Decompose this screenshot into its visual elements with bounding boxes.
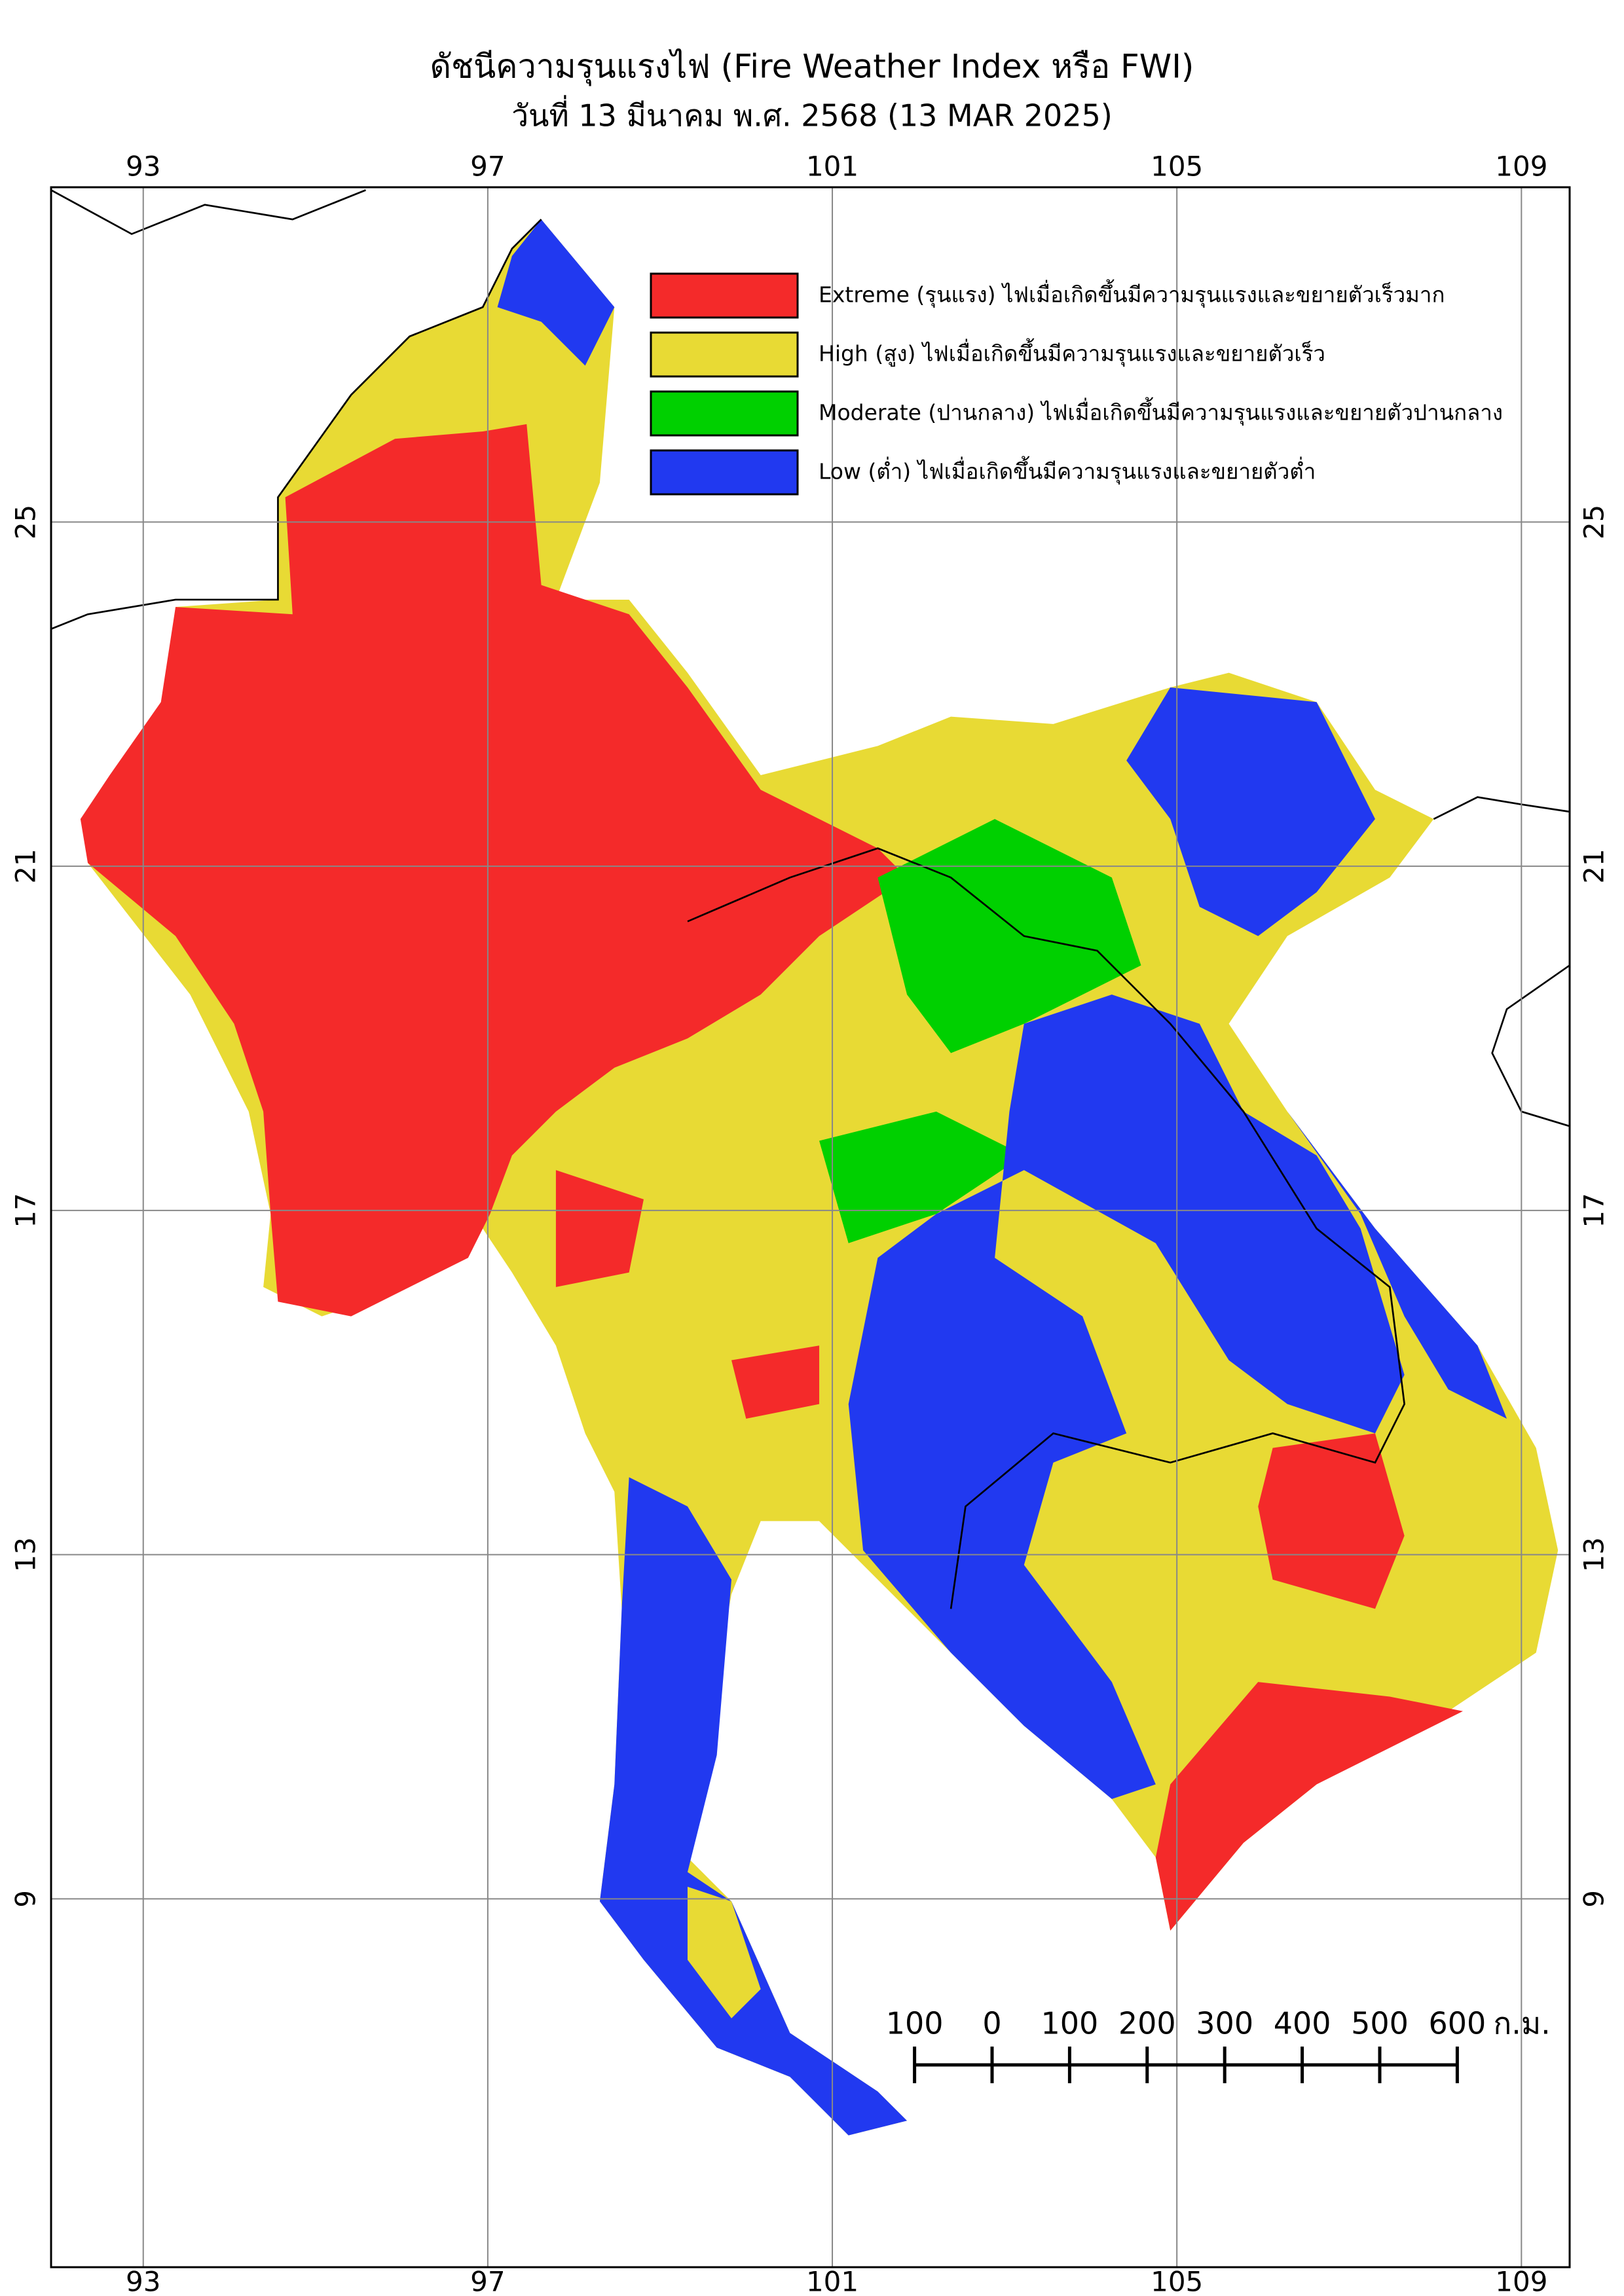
y-tick-label: 21 (1578, 848, 1610, 883)
x-tick-label: 109 (1495, 151, 1547, 183)
coastline (50, 189, 366, 235)
x-tick-label: 105 (1151, 151, 1203, 183)
graticule: 93 93 97 97 101 101 105 105 109 109 25 25 21 21 17 17 13… (10, 151, 1610, 2296)
legend-swatch (650, 272, 799, 319)
map-title: ดัชนีความรุนแรงไฟ (Fire Weather Index หร… (430, 48, 1194, 86)
y-tick-label: 21 (10, 848, 42, 883)
y-tick-label: 17 (10, 1193, 42, 1228)
legend-swatch (650, 449, 799, 496)
legend-label: Low (ต่ำ) ไฟเมื่อเกิดขึ้นมีความรุนแรงและ… (819, 456, 1316, 485)
fwi-map (50, 189, 1570, 2136)
fwi-area (80, 424, 908, 1317)
coastline (1491, 964, 1570, 1127)
fwi-area (1126, 687, 1375, 936)
fwi-area (877, 819, 1141, 1053)
x-tick-label: 97 (470, 2266, 505, 2296)
y-tick-label: 9 (1578, 1890, 1610, 1908)
scale-label: 600 (1428, 2006, 1486, 2041)
y-tick-label: 13 (1578, 1537, 1610, 1572)
fwi-area (1155, 1682, 1463, 1931)
fwi-area (687, 1886, 761, 2018)
scale-label: 300 (1196, 2006, 1253, 2041)
x-tick-label: 97 (470, 151, 505, 183)
fwi-area (731, 1345, 820, 1419)
x-tick-label: 93 (126, 2266, 160, 2296)
x-tick-label: 101 (806, 2266, 858, 2296)
border (687, 847, 1406, 1609)
coastline (50, 219, 542, 630)
y-tick-label: 25 (10, 505, 42, 539)
legend-label: Extreme (รุนแรง) ไฟเมื่อเกิดขึ้นมีความรุ… (819, 280, 1445, 308)
legend: Extreme (รุนแรง) ไฟเมื่อเกิดขึ้นมีความรุ… (650, 272, 1503, 496)
y-tick-label: 17 (1578, 1193, 1610, 1228)
scale-label: 100 (1041, 2006, 1098, 2041)
coastline (1433, 796, 1570, 820)
y-tick-label: 13 (10, 1537, 42, 1572)
map-frame (50, 186, 1571, 2269)
scale-bar: 100 0 100 200 300 400 500 600 ก.ม. (886, 2006, 1551, 2083)
legend-label: High (สูง) ไฟเมื่อเกิดขึ้นมีความรุนแรงแล… (819, 338, 1325, 367)
x-tick-label: 93 (126, 151, 160, 183)
fwi-area (497, 219, 615, 366)
x-tick-label: 105 (1151, 2266, 1203, 2296)
scale-unit: ก.ม. (1493, 2006, 1550, 2041)
map-subtitle: วันที่ 13 มีนาคม พ.ศ. 2568 (13 MAR 2025) (511, 95, 1113, 134)
fwi-area (848, 994, 1405, 1799)
scale-label: 500 (1351, 2006, 1409, 2041)
scale-label: 0 (982, 2006, 1001, 2041)
scale-label: 400 (1274, 2006, 1331, 2041)
fwi-area (599, 1477, 908, 2136)
x-tick-label: 109 (1495, 2266, 1547, 2296)
fwi-area (555, 1170, 644, 1287)
y-tick-label: 9 (10, 1890, 42, 1908)
scale-label: 200 (1118, 2006, 1176, 2041)
x-tick-label: 101 (806, 151, 858, 183)
legend-label: Moderate (ปานกลาง) ไฟเมื่อเกิดขึ้นมีความ… (819, 397, 1503, 426)
legend-swatch (650, 390, 799, 437)
legend-swatch (650, 331, 799, 378)
scale-label: 100 (886, 2006, 944, 2041)
fwi-area (1258, 1433, 1405, 1609)
y-tick-label: 25 (1578, 505, 1610, 539)
